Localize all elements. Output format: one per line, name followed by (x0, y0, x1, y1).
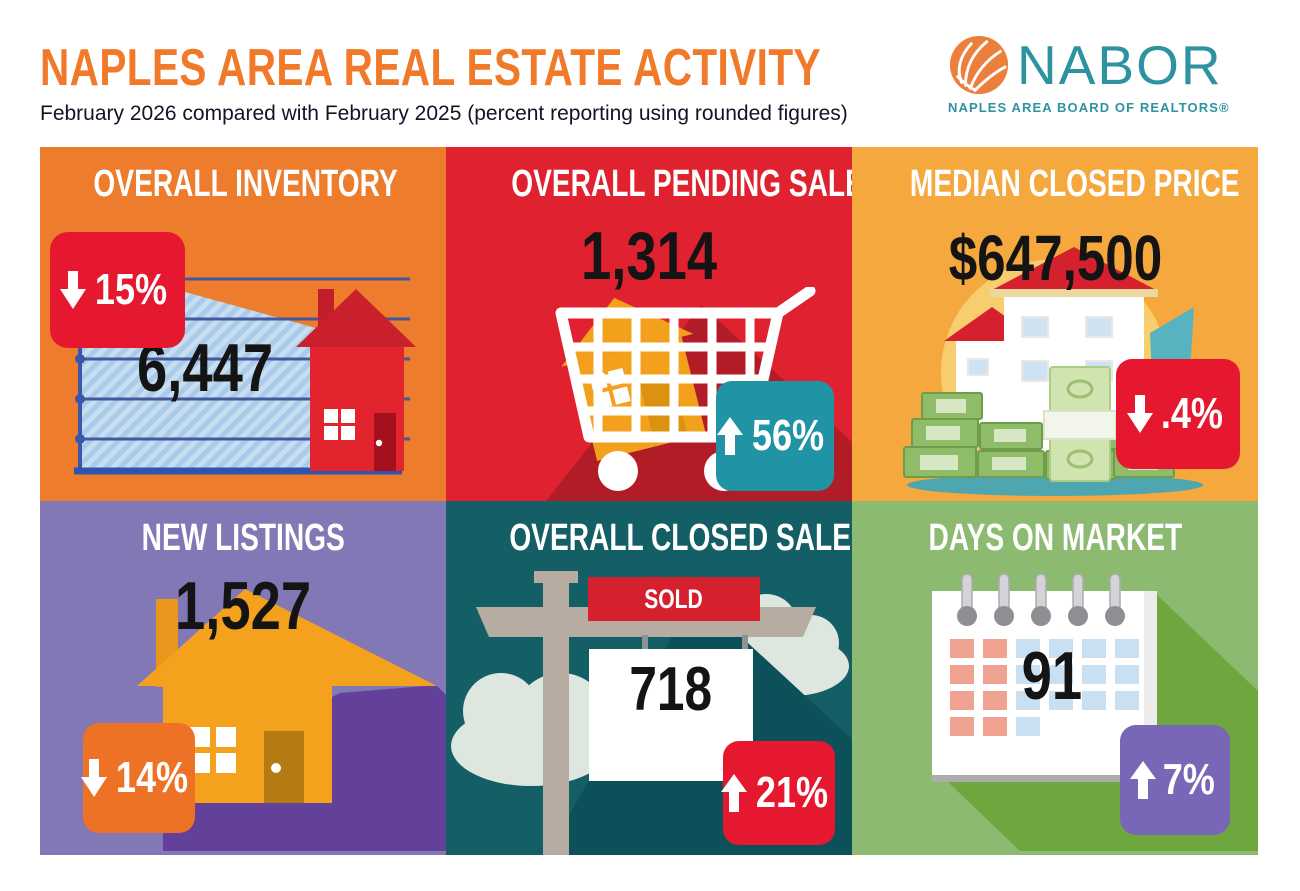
nabor-logo: NABOR NAPLES AREA BOARD OF REALTORS® (948, 34, 1248, 115)
closed-sales-change-badge: 21% (721, 741, 835, 845)
days-on-market-change-value: 7% (1162, 755, 1215, 804)
median-price-change-badge: .4% (1116, 359, 1240, 469)
panel-median-closed-price: MEDIAN CLOSED PRICE (852, 147, 1258, 501)
closed-sales-change-value: 21% (756, 768, 829, 817)
median-price-value: $647,500 (948, 222, 1162, 294)
up-arrow-icon (721, 774, 748, 812)
days-on-market-value: 91 (1021, 638, 1083, 714)
down-arrow-icon (1126, 395, 1153, 433)
panel-title: NEW LISTINGS (141, 517, 345, 559)
up-arrow-icon (1129, 761, 1156, 799)
house-money-illustration (903, 247, 1203, 496)
days-on-market-change-badge: 7% (1120, 725, 1230, 835)
panel-title: MEDIAN CLOSED PRICE (909, 163, 1240, 205)
down-arrow-icon (59, 271, 86, 309)
median-price-change-value: .4% (1160, 389, 1223, 438)
panel-title: OVERALL CLOSED SALES (509, 517, 852, 559)
sold-sign-label: SOLD (644, 583, 704, 614)
page-title: NAPLES AREA REAL ESTATE ACTIVITY (40, 39, 821, 97)
new-listings-value: 1,527 (174, 568, 312, 644)
panel-title: OVERALL INVENTORY (93, 163, 398, 205)
panel-overall-closed-sales: OVERALL CLOSED SALES SOLD 718 (446, 501, 852, 855)
pending-sales-value: 1,314 (580, 218, 718, 294)
logo-tagline: NAPLES AREA BOARD OF REALTORS® (948, 100, 1230, 115)
down-arrow-icon (81, 759, 108, 797)
inventory-change-badge: 15% (50, 232, 185, 348)
pending-sales-change-value: 56% (752, 411, 825, 460)
panel-new-listings: NEW LISTINGS 1,527 14% (40, 501, 446, 855)
panel-days-on-market: DAYS ON MARKET (852, 501, 1258, 855)
new-listings-change-value: 14% (116, 753, 189, 802)
shell-icon (949, 35, 1009, 95)
page-subtitle: February 2026 compared with February 202… (40, 102, 848, 125)
closed-sales-value: 718 (629, 655, 713, 724)
panel-overall-pending-sales: OVERALL PENDING SALES (446, 147, 852, 501)
logo-wordmark: NABOR (1017, 33, 1223, 96)
up-arrow-icon (717, 417, 744, 455)
new-listings-change-badge: 14% (81, 723, 195, 833)
inventory-change-value: 15% (94, 265, 168, 314)
panel-overall-inventory: OVERALL INVENTORY (40, 147, 446, 501)
panel-title: OVERALL PENDING SALES (511, 163, 852, 205)
pending-sales-change-badge: 56% (716, 381, 834, 491)
stats-grid: OVERALL INVENTORY (40, 147, 1258, 855)
panel-title: DAYS ON MARKET (928, 517, 1182, 559)
